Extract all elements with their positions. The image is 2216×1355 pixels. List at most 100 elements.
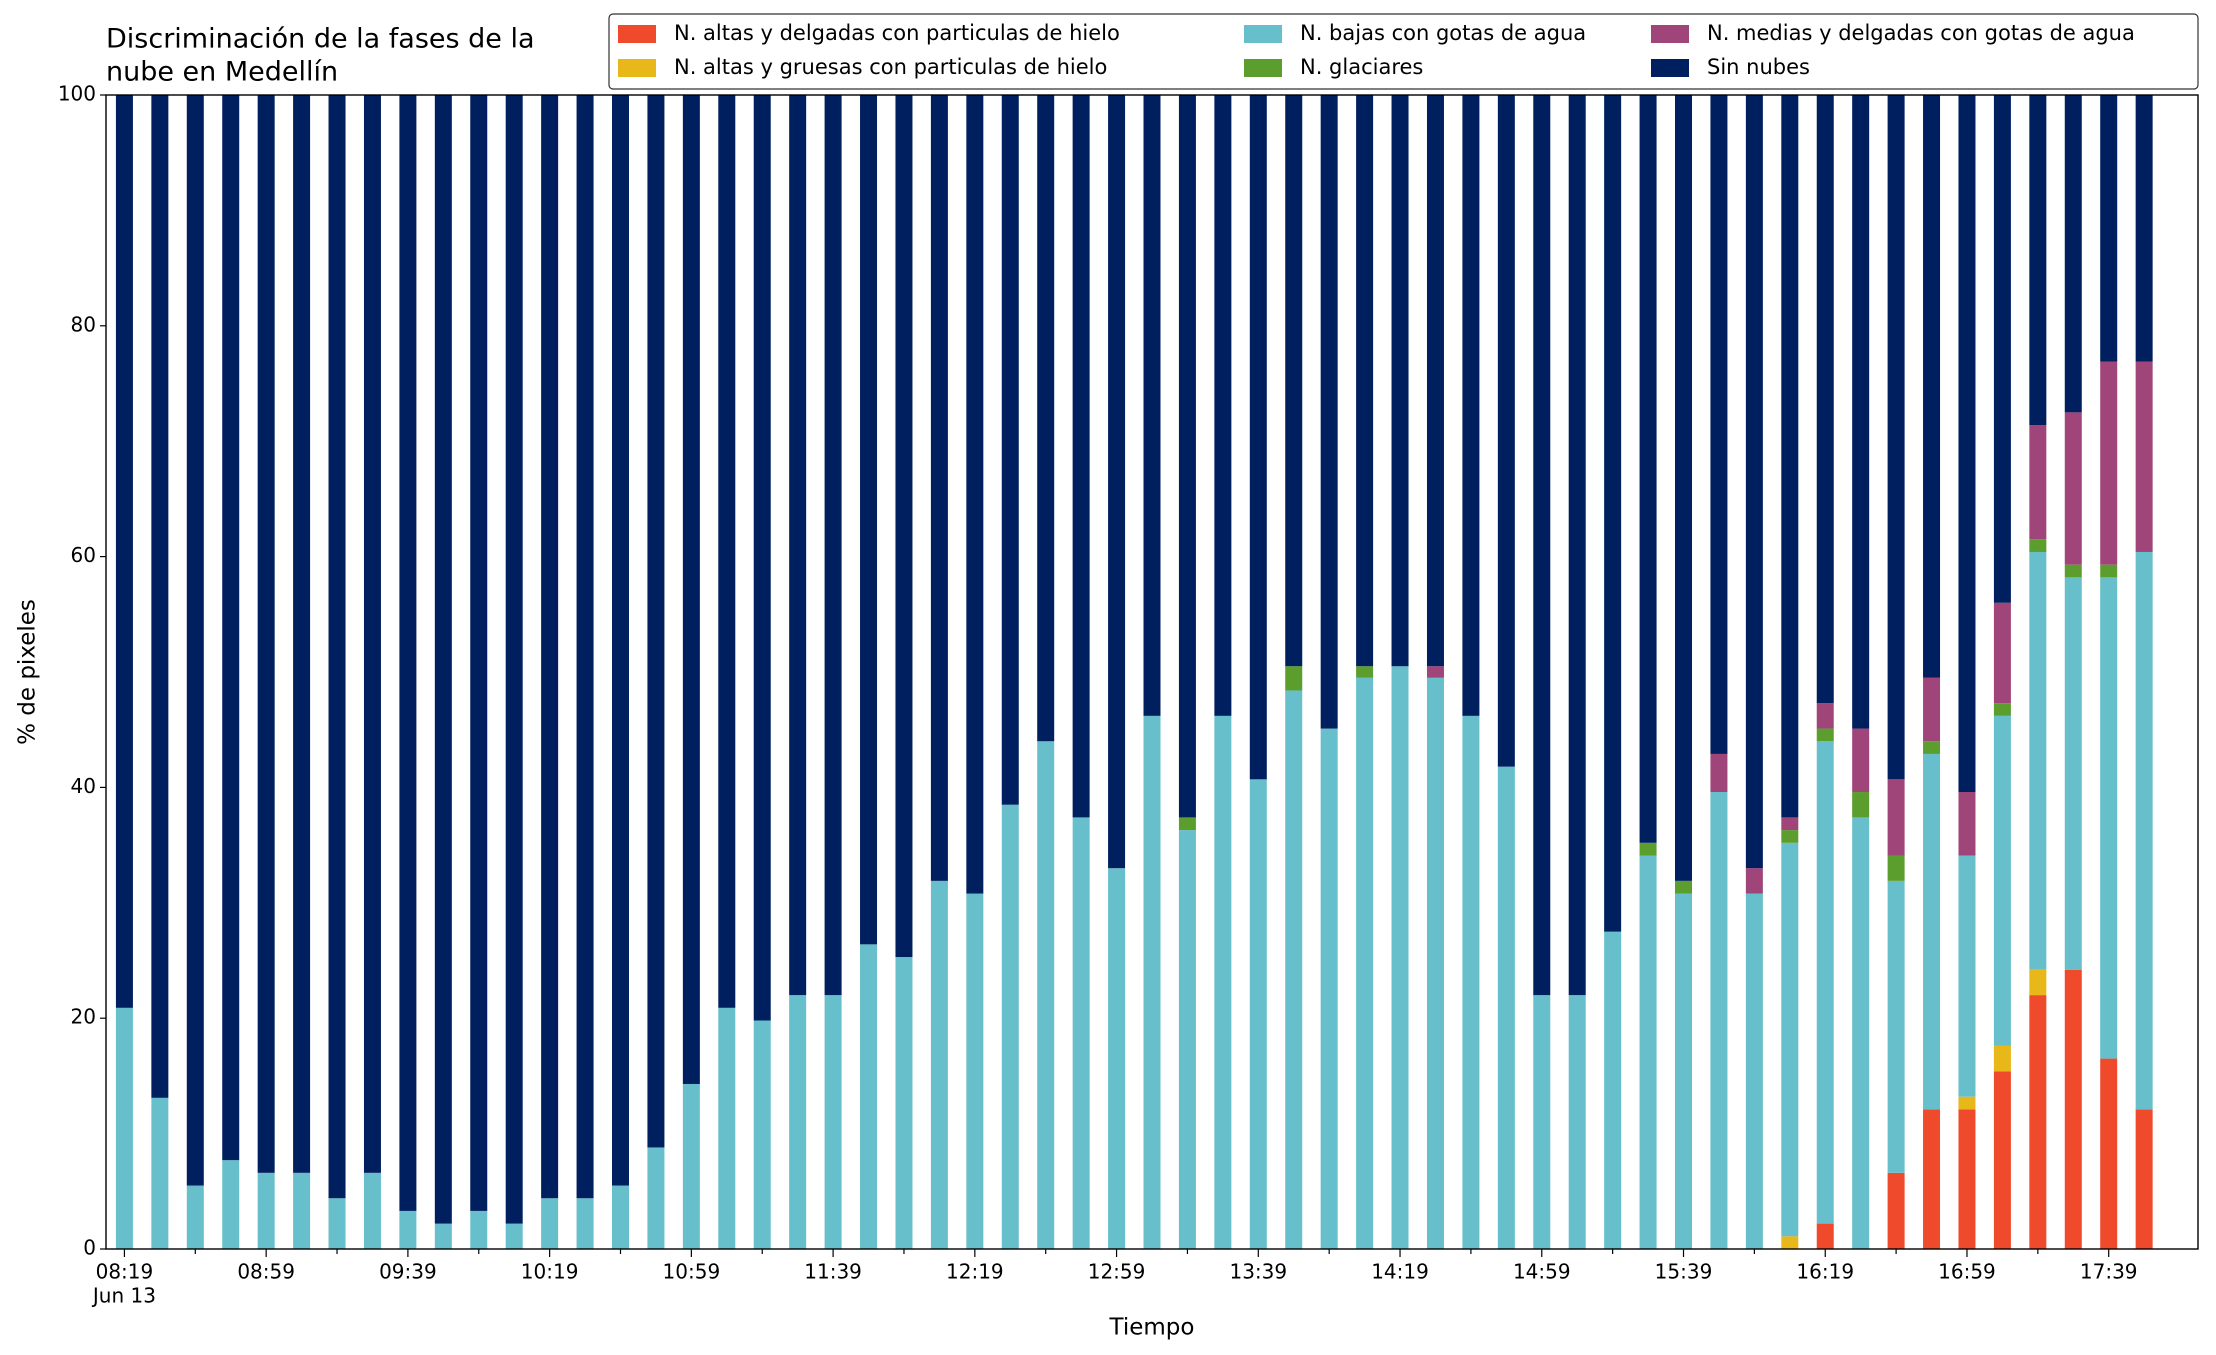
bar-segment: [1533, 95, 1551, 996]
x-tick-label: 15:39: [1655, 1260, 1713, 1284]
y-tick-label: 0: [83, 1236, 96, 1260]
bar-segment: [2064, 969, 2082, 1249]
x-tick-label: 10:59: [663, 1260, 721, 1284]
bar-segment: [1072, 95, 1090, 818]
bar-segment: [1356, 666, 1374, 678]
bar-segment: [399, 95, 417, 1211]
bar-segment: [2064, 412, 2082, 565]
bar-segment: [1781, 95, 1799, 818]
bar-segment: [2135, 1109, 2153, 1249]
bar-segment: [151, 95, 169, 1098]
bar-segment: [1143, 95, 1161, 716]
bar-segment: [895, 95, 913, 958]
bar-segment: [1993, 95, 2011, 603]
bar-segment: [1426, 677, 1444, 1249]
plot-frame: [105, 94, 2199, 1250]
bar-segment: [860, 95, 878, 945]
bar-segment: [1745, 868, 1763, 894]
bar-segment: [1533, 995, 1551, 1249]
bar-segment: [718, 1007, 736, 1249]
bar-segment: [541, 1198, 559, 1249]
bar-segment: [1887, 855, 1905, 881]
bar-segment: [2100, 577, 2118, 1059]
bar-segment: [1781, 1236, 1799, 1249]
bar-segment: [789, 995, 807, 1249]
y-tick-label: 80: [71, 312, 96, 336]
bar-segment: [1497, 95, 1515, 767]
bar-segment: [2100, 564, 2118, 578]
bar-segment: [1887, 880, 1905, 1173]
bar-segment: [2135, 551, 2153, 1110]
bar-segment: [1249, 95, 1267, 780]
bar-segment: [1391, 95, 1409, 667]
bar-segment: [1816, 95, 1834, 704]
bar-segment: [966, 893, 984, 1249]
y-tick-label: 100: [58, 82, 96, 106]
bar-segment: [824, 95, 842, 996]
bar-segment: [1037, 741, 1055, 1249]
x-tick-label: 16:59: [1938, 1260, 1996, 1284]
bar-segment: [1887, 95, 1905, 780]
legend-swatch: [1651, 25, 1689, 43]
bar-segment: [328, 1198, 346, 1249]
bar-segment: [1391, 666, 1409, 1249]
bar-segment: [1816, 703, 1834, 729]
bar-segment: [1993, 715, 2011, 1046]
bar-segment: [895, 957, 913, 1249]
bar-segment: [966, 95, 984, 894]
bar-segment: [434, 95, 452, 1224]
bar-segment: [1178, 95, 1196, 818]
legend-swatch: [618, 59, 656, 77]
bar-segment: [576, 95, 594, 1199]
bar-segment: [2135, 95, 2153, 362]
bar-segment: [1320, 728, 1338, 1249]
bar-segment: [1568, 995, 1586, 1249]
bar-segment: [186, 95, 204, 1186]
legend-swatch: [1244, 25, 1282, 43]
bar-segment: [2064, 95, 2082, 413]
bar-segment: [1816, 1223, 1834, 1249]
bar-segment: [399, 1210, 417, 1249]
bar-segment: [293, 1172, 311, 1249]
bar-segment: [1923, 1109, 1941, 1249]
bar-segment: [1958, 792, 1976, 856]
bar-segment: [1675, 95, 1693, 881]
bar-segment: [1710, 95, 1728, 754]
bar-segment: [1923, 753, 1941, 1110]
bar-segment: [1497, 766, 1515, 1249]
bar-segment: [1958, 95, 1976, 793]
bar-segment: [1745, 95, 1763, 869]
bar-segment: [1037, 95, 1055, 742]
bar-segment: [2029, 425, 2047, 540]
bar-segment: [860, 944, 878, 1249]
bar-segment: [1781, 842, 1799, 1237]
bar-segment: [1781, 830, 1799, 843]
bar-segment: [1356, 95, 1374, 667]
bar-segment: [2064, 564, 2082, 578]
bar-segment: [2064, 577, 2082, 970]
x-tick-label: 14:19: [1371, 1260, 1429, 1284]
bar-segment: [1604, 931, 1622, 1249]
bar-segment: [1993, 602, 2011, 704]
bar-segment: [541, 95, 559, 1199]
bar-segment: [222, 95, 240, 1161]
legend-label: N. altas y gruesas con particulas de hie…: [674, 55, 1107, 79]
bar-segment: [1285, 95, 1303, 667]
x-tick-label: 12:19: [946, 1260, 1004, 1284]
bar-segment: [1178, 817, 1196, 831]
bar-segment: [1320, 95, 1338, 729]
x-tick-label: 13:39: [1229, 1260, 1287, 1284]
bar-segment: [1993, 703, 2011, 716]
bar-segment: [1639, 842, 1657, 856]
bar-segment: [930, 880, 948, 1249]
y-tick-label: 40: [71, 774, 96, 798]
legend-swatch: [1651, 59, 1689, 77]
bar-segment: [1568, 95, 1586, 996]
bar-segment: [1675, 880, 1693, 894]
bar-segment: [434, 1223, 452, 1249]
bar-segment: [1958, 855, 1976, 1097]
bar-segment: [682, 1083, 700, 1249]
bar-segment: [824, 995, 842, 1249]
bar-segment: [505, 95, 523, 1224]
bar-segment: [930, 95, 948, 881]
